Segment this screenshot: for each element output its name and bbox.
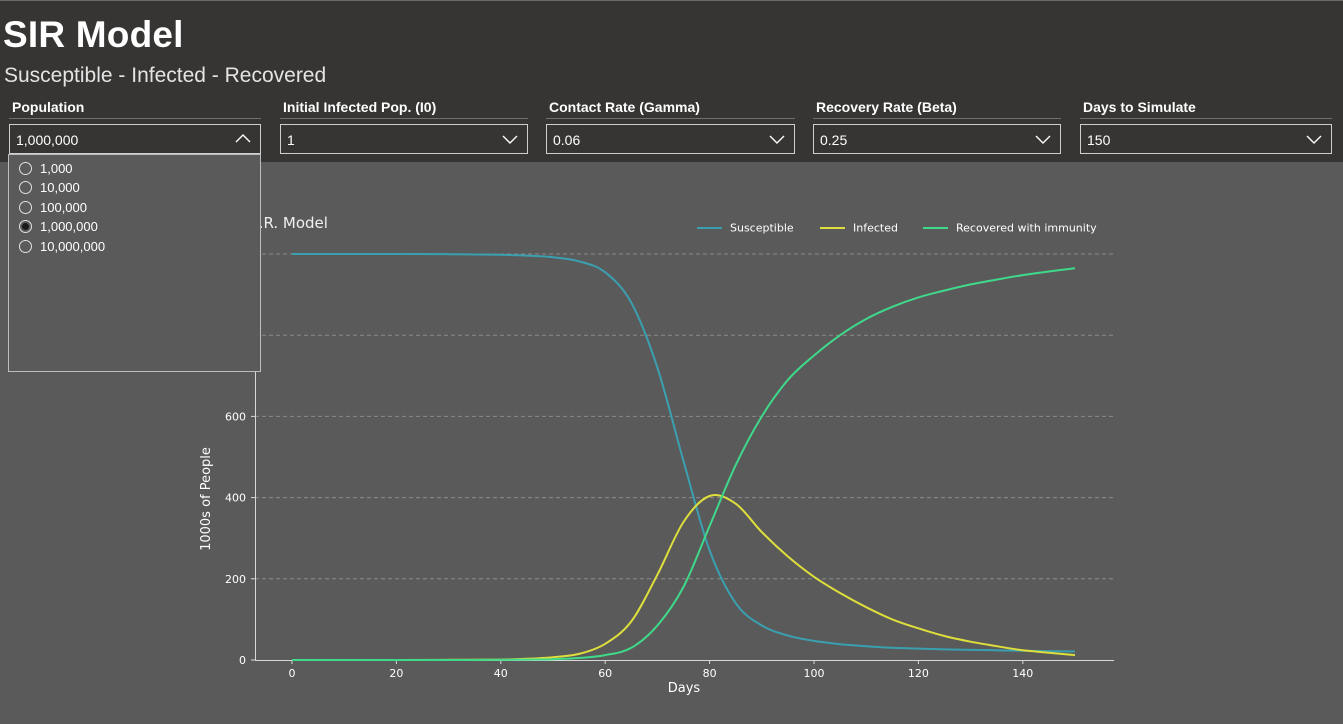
x-tick-label: 0 [289, 667, 296, 680]
slicer-title: Initial Infected Pop. (I0) [283, 99, 437, 115]
x-tick-label: 80 [703, 667, 717, 680]
slicer-value: 1 [287, 132, 295, 148]
population-option[interactable]: 100,000 [9, 198, 260, 217]
radio-icon[interactable] [19, 162, 32, 175]
days-dropdown[interactable]: 150 [1080, 124, 1332, 154]
slicer-divider [9, 118, 261, 119]
slicer-title: Population [12, 99, 85, 115]
sir-line-chart: 0 20 40 60 80 100 120 140 0 200 400 600 S.I.R. Mode… [199, 214, 1114, 696]
legend-label: Recovered with immunity [956, 222, 1097, 235]
x-tick-label: 100 [804, 667, 825, 680]
x-tick-label: 120 [908, 667, 929, 680]
page-title: SIR Model [3, 14, 184, 55]
radio-selected-icon[interactable] [19, 220, 32, 233]
slicer-value: 1,000,000 [16, 132, 79, 148]
contact-rate-dropdown[interactable]: 0.06 [546, 124, 795, 154]
recovery-rate-dropdown[interactable]: 0.25 [813, 124, 1061, 154]
population-dropdown-list: 1,000 10,000 100,000 1,000,000 10,000,00… [8, 154, 261, 372]
radio-icon[interactable] [19, 181, 32, 194]
legend-label: Infected [853, 222, 898, 235]
report-header: SIR Model Susceptible - Infected - Recov… [0, 0, 1343, 94]
population-dropdown[interactable]: 1,000,000 [9, 124, 261, 154]
x-axis-label: Days [668, 681, 701, 696]
population-option[interactable]: 1,000 [9, 159, 260, 178]
x-tick-label: 20 [389, 667, 403, 680]
population-option[interactable]: 10,000,000 [9, 237, 260, 256]
chevron-down-icon [769, 135, 785, 144]
slicer-value: 0.25 [820, 132, 848, 148]
x-tick-label: 40 [494, 667, 508, 680]
y-tick-label: 600 [225, 410, 246, 423]
option-label: 100,000 [40, 200, 87, 215]
chevron-down-icon [502, 135, 518, 144]
x-tick-label: 140 [1012, 667, 1033, 680]
option-label: 1,000,000 [40, 219, 98, 234]
y-tick-label: 400 [225, 492, 246, 505]
chevron-down-icon [1035, 135, 1051, 144]
chart-legend: Susceptible Infected Recovered with immuni… [697, 222, 1097, 235]
population-option-selected[interactable]: 1,000,000 [9, 217, 260, 236]
slicer-title: Recovery Rate (Beta) [816, 99, 957, 115]
option-label: 10,000,000 [40, 239, 106, 254]
chevron-down-icon [1306, 135, 1322, 144]
axes [255, 246, 1114, 661]
slicer-divider [280, 118, 528, 119]
slicer-value: 150 [1087, 132, 1111, 148]
recovered-with-immunity-line [292, 267, 1076, 661]
page-subtitle: Susceptible - Infected - Recovered [4, 64, 327, 87]
slicer-divider [1080, 118, 1332, 119]
radio-icon[interactable] [19, 201, 32, 214]
chevron-up-icon [235, 134, 251, 143]
initial-infected-dropdown[interactable]: 1 [280, 124, 528, 154]
option-label: 1,000 [40, 161, 73, 176]
slicer-divider [546, 118, 795, 119]
infected-line [292, 494, 1076, 661]
option-label: 10,000 [40, 180, 80, 195]
x-tick-label: 60 [598, 667, 612, 680]
grid-lines [255, 253, 1114, 580]
y-tick-label: 200 [225, 573, 246, 586]
slicer-title: Contact Rate (Gamma) [549, 99, 700, 115]
slicer-value: 0.06 [553, 132, 581, 148]
tick-labels: 0 20 40 60 80 100 120 140 0 200 400 600 [225, 410, 1033, 680]
susceptible-line [292, 253, 1076, 653]
slicer-divider [813, 118, 1061, 119]
legend-label: Susceptible [730, 222, 794, 235]
slicer-title: Days to Simulate [1083, 99, 1196, 115]
population-option[interactable]: 10,000 [9, 178, 260, 197]
chart-title: S.I.R. Model [240, 214, 328, 232]
y-tick-label: 0 [239, 654, 246, 667]
y-axis-label: 1000s of People [199, 447, 214, 551]
slicer-bar: Population 1,000,000 Initial Infected Po… [0, 94, 1343, 162]
radio-icon[interactable] [19, 240, 32, 253]
series-lines [292, 253, 1076, 661]
